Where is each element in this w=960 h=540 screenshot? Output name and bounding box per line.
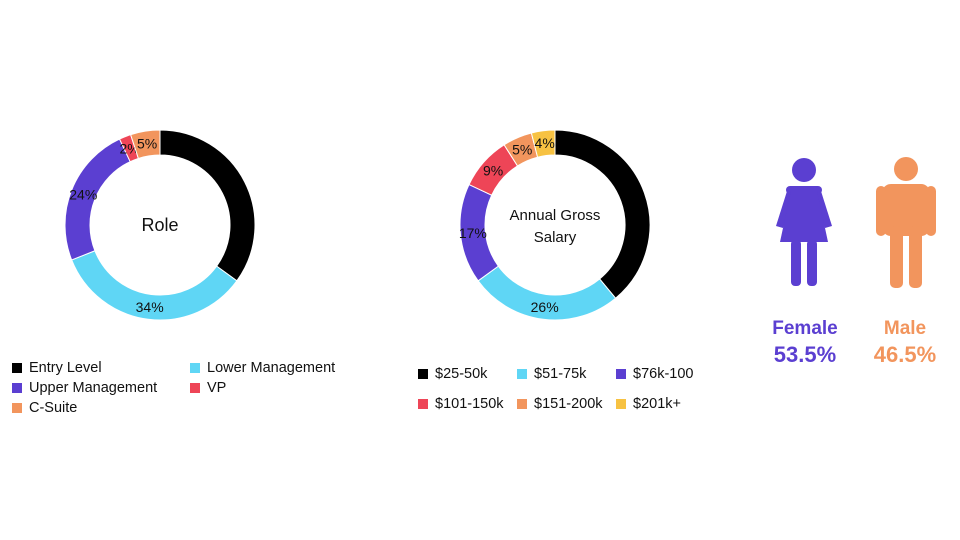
- donut-slice-201k: [530, 129, 556, 158]
- legend-swatch: [190, 363, 200, 373]
- legend-item-101-150k: $101-150k: [418, 396, 504, 412]
- female-person-icon: [776, 158, 832, 286]
- salary-donut-chart: 26% 17% 9% 5% 4% Annual Gross Salary: [459, 129, 651, 321]
- male-percent: 46.5%: [873, 342, 937, 367]
- donut-value-label: 17%: [459, 225, 487, 241]
- legend-label: Upper Management: [29, 380, 158, 396]
- legend-item-201k-plus: $201k+: [616, 396, 681, 412]
- legend-swatch: [616, 369, 626, 379]
- legend-swatch: [12, 403, 22, 413]
- legend-swatch: [12, 383, 22, 393]
- male-label: Male: [883, 318, 927, 339]
- role-donut-chart: 34%24%2%5%Role: [64, 129, 256, 321]
- legend-item-entry-level: Entry Level: [12, 360, 102, 376]
- legend-swatch: [190, 383, 200, 393]
- legend-swatch: [517, 399, 527, 409]
- legend-swatch: [517, 369, 527, 379]
- legend-label: $76k-100: [633, 366, 694, 382]
- legend-swatch: [12, 363, 22, 373]
- donut-value-label: 9%: [483, 162, 503, 178]
- legend-item-76k-100: $76k-100: [616, 366, 693, 382]
- female-label: Female: [772, 318, 838, 339]
- legend-item-25-50k: $25-50k: [418, 366, 487, 382]
- legend-label: C-Suite: [29, 400, 78, 416]
- legend-label: $51-75k: [534, 366, 587, 382]
- donut-value-label: 24%: [69, 187, 97, 203]
- legend-item-51-75k: $51-75k: [517, 366, 586, 382]
- donut-value-label: 26%: [531, 299, 559, 315]
- legend-item-upper-management: Upper Management: [12, 380, 157, 396]
- legend-label: $201k+: [633, 396, 681, 412]
- legend-item-lower-management: Lower Management: [190, 360, 335, 376]
- legend-label: $151-200k: [534, 396, 603, 412]
- legend-item-151-200k: $151-200k: [517, 396, 603, 412]
- donut-slice-entry-level: [159, 129, 256, 282]
- legend-label: Entry Level: [29, 360, 102, 376]
- donut-center-title: Annual Gross: [510, 207, 601, 224]
- legend-label: $25-50k: [435, 366, 488, 382]
- donut-value-label: 5%: [137, 136, 157, 152]
- legend-label: Lower Management: [207, 360, 336, 376]
- donut-center-title: Role: [141, 215, 178, 235]
- donut-value-label: 5%: [512, 141, 532, 157]
- female-percent: 53.5%: [773, 342, 837, 367]
- donut-center-title: Salary: [534, 229, 577, 246]
- donut-value-label: 4%: [535, 135, 555, 151]
- legend-label: VP: [207, 380, 227, 396]
- donut-slice-c-suite: [130, 129, 161, 160]
- male-person-icon: [876, 157, 936, 288]
- legend-item-vp: VP: [190, 380, 226, 396]
- legend-label: $101-150k: [435, 396, 504, 412]
- legend-swatch: [418, 369, 428, 379]
- legend-swatch: [418, 399, 428, 409]
- legend-swatch: [616, 399, 626, 409]
- donut-value-label: 34%: [136, 299, 164, 315]
- legend-item-c-suite: C-Suite: [12, 400, 77, 416]
